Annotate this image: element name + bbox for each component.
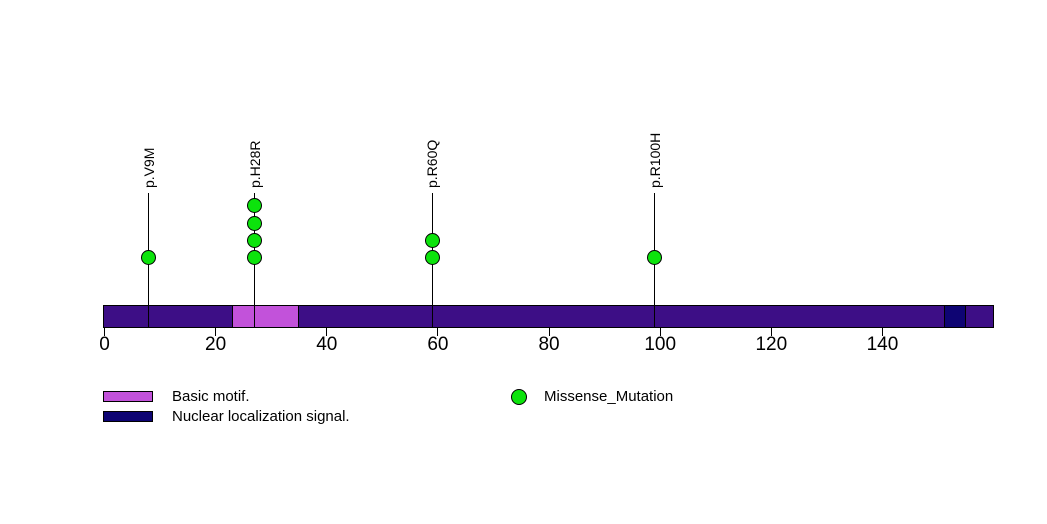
mutation-circle: [424, 250, 440, 265]
axis-tick: [104, 328, 105, 336]
basic-motif-label: Basic motif.: [172, 388, 250, 405]
legend-item-basic-motif: Basic motif.: [103, 388, 250, 405]
axis-tick-label: 20: [205, 334, 227, 355]
axis-tick-label: 60: [427, 334, 449, 355]
mutation-stick-overlay: [431, 306, 433, 327]
mutation-stick-overlay: [148, 306, 150, 327]
mutation-label: p.R60Q: [424, 139, 441, 188]
axis-tick-label: 40: [316, 334, 338, 355]
axis-tick: [437, 328, 439, 336]
axis-tick: [548, 328, 550, 336]
legend-item-nls: Nuclear localization signal.: [103, 408, 350, 425]
basic-motif-swatch: [103, 391, 153, 402]
mutation-stick-overlay: [654, 306, 656, 327]
mutation-label: p.H28R: [246, 140, 263, 188]
mutation-circle: [247, 250, 263, 265]
domain-box: [943, 305, 966, 328]
axis-tick-label: 140: [866, 334, 899, 355]
mutation-circle: [141, 250, 157, 265]
axis-tick: [659, 328, 661, 336]
nls-label: Nuclear localization signal.: [172, 408, 350, 425]
mutation-circle: [424, 232, 440, 248]
protein-backbone: [103, 305, 995, 328]
legend-item-missense: Missense_Mutation: [511, 388, 673, 405]
axis-tick: [215, 328, 217, 336]
axis-tick-label: 80: [538, 334, 560, 355]
mutation-circle: [247, 215, 263, 231]
axis-tick-label: 120: [755, 334, 788, 355]
mutation-stick-overlay: [254, 306, 256, 327]
axis-tick: [326, 328, 328, 336]
axis-tick: [881, 328, 883, 336]
nls-swatch: [103, 411, 153, 422]
missense-mutation-label: Missense_Mutation: [544, 388, 674, 405]
domain-box: [232, 305, 299, 328]
axis-tick: [770, 328, 772, 336]
missense-mutation-swatch-icon: [511, 388, 527, 405]
axis-tick-label: 100: [644, 334, 677, 355]
mutation-circle: [247, 232, 263, 248]
mutation-label: p.R100H: [646, 132, 663, 188]
axis-tick-label: 0: [99, 334, 110, 355]
mutation-circle: [647, 250, 663, 265]
mutation-label: p.V9M: [140, 147, 157, 188]
mutation-circle: [247, 198, 263, 214]
